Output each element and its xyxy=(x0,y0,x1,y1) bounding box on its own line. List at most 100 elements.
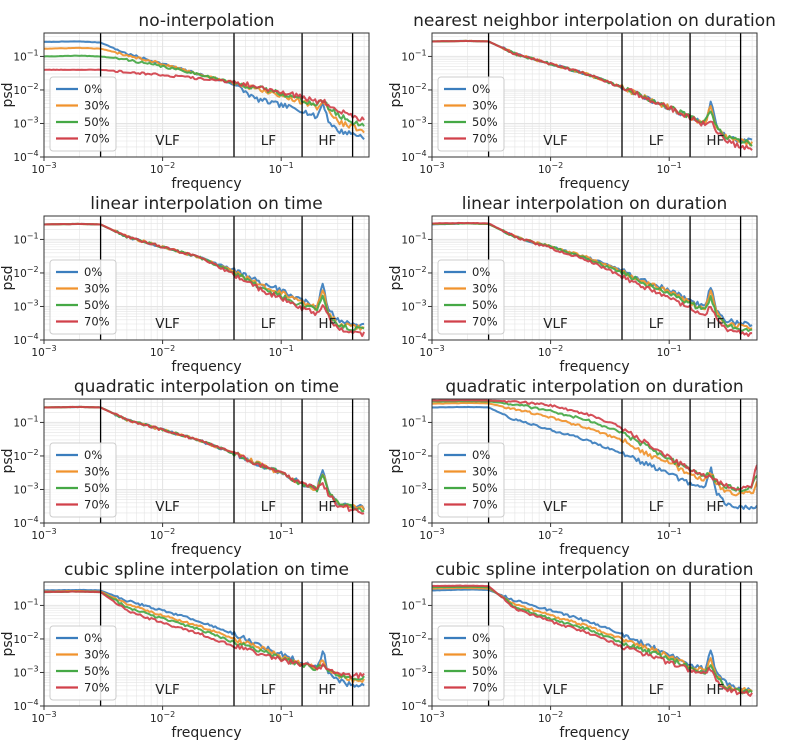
x-axis-label: frequency xyxy=(559,176,629,192)
legend-label-30pct: 30% xyxy=(472,99,498,113)
y-tick-label: 10−2 xyxy=(401,265,426,280)
series-group xyxy=(44,40,365,140)
series-group xyxy=(432,584,753,697)
x-tick-label: 10−3 xyxy=(31,344,56,359)
legend: 0% 30% 50% 70% xyxy=(49,76,117,152)
legend-label-0pct: 0% xyxy=(472,265,490,279)
y-axis-label: psd xyxy=(0,265,16,290)
legend-label-30pct: 30% xyxy=(84,282,110,296)
x-tick-label: 10−2 xyxy=(538,161,563,176)
y-tick-label: 10−1 xyxy=(401,48,426,63)
y-tick-label: 10−2 xyxy=(13,265,38,280)
y-tick-label: 10−2 xyxy=(401,82,426,97)
axes-frame xyxy=(431,581,758,707)
band-label-lf: LF xyxy=(649,133,664,149)
legend-box xyxy=(437,76,505,152)
y-axis-label: psd xyxy=(388,265,404,290)
band-label-lf: LF xyxy=(649,316,664,332)
series-group xyxy=(432,221,753,338)
y-tick-label: 10−2 xyxy=(13,82,38,97)
legend-label-50pct: 50% xyxy=(472,481,498,495)
band-label-hf: HF xyxy=(706,499,724,515)
legend: 0% 30% 50% 70% xyxy=(437,259,505,335)
legend-label-50pct: 50% xyxy=(472,664,498,678)
series-line-30pct xyxy=(432,401,757,497)
x-tick-label: 10−3 xyxy=(419,710,444,725)
legend-label-70pct: 70% xyxy=(84,315,110,329)
y-tick-label: 10−1 xyxy=(401,597,426,612)
band-label-vlf: VLF xyxy=(543,499,568,515)
legend-label-30pct: 30% xyxy=(84,465,110,479)
axes-frame xyxy=(43,32,370,158)
chart-title: quadratic interpolation on time xyxy=(74,377,339,397)
legend: 0% 30% 50% 70% xyxy=(437,625,505,701)
axes-frame xyxy=(43,581,370,707)
y-tick-label: 10−3 xyxy=(401,115,426,130)
y-tick-label: 10−4 xyxy=(13,149,38,164)
legend-label-0pct: 0% xyxy=(84,631,102,645)
y-tick-label: 10−4 xyxy=(13,515,38,530)
x-tick-label: 10−1 xyxy=(657,527,682,542)
x-tick-label: 10−3 xyxy=(419,527,444,542)
y-tick-label: 10−3 xyxy=(13,664,38,679)
series-line-70pct xyxy=(44,405,365,515)
legend: 0% 30% 50% 70% xyxy=(437,76,505,152)
x-tick-label: 10−2 xyxy=(538,527,563,542)
y-axis-label: psd xyxy=(0,631,16,656)
x-tick-label: 10−1 xyxy=(269,710,294,725)
chart-title: linear interpolation on time xyxy=(90,194,322,214)
x-tick-label: 10−2 xyxy=(538,710,563,725)
x-axis-label: frequency xyxy=(171,359,241,375)
y-axis-label: psd xyxy=(0,448,16,473)
axes-frame xyxy=(431,398,758,524)
y-tick-label: 10−4 xyxy=(401,149,426,164)
y-tick-label: 10−1 xyxy=(401,231,426,246)
legend-box xyxy=(437,259,505,335)
y-tick-label: 10−1 xyxy=(13,414,38,429)
x-tick-label: 10−3 xyxy=(31,161,56,176)
axes-frame xyxy=(431,32,758,158)
y-axis-label: psd xyxy=(388,631,404,656)
legend-label-70pct: 70% xyxy=(472,132,498,146)
axes-frame xyxy=(43,215,370,341)
legend: 0% 30% 50% 70% xyxy=(437,442,505,518)
legend-label-70pct: 70% xyxy=(472,498,498,512)
series-group xyxy=(432,39,753,151)
x-axis-label: frequency xyxy=(171,725,241,741)
x-axis-label: frequency xyxy=(171,176,241,192)
y-tick-label: 10−4 xyxy=(401,515,426,530)
legend-box xyxy=(437,625,505,701)
band-label-vlf: VLF xyxy=(155,316,180,332)
legend-label-30pct: 30% xyxy=(472,465,498,479)
series-line-30pct xyxy=(432,586,753,694)
y-tick-label: 10−1 xyxy=(13,231,38,246)
legend-label-0pct: 0% xyxy=(472,448,490,462)
legend-label-0pct: 0% xyxy=(472,82,490,96)
band-label-vlf: VLF xyxy=(543,316,568,332)
y-tick-label: 10−3 xyxy=(401,481,426,496)
y-tick-label: 10−3 xyxy=(13,298,38,313)
band-label-hf: HF xyxy=(706,682,724,698)
chart-title: nearest neighbor interpolation on durati… xyxy=(413,11,776,31)
legend-label-50pct: 50% xyxy=(84,298,110,312)
y-tick-label: 10−2 xyxy=(13,631,38,646)
y-axis-label: psd xyxy=(388,448,404,473)
band-label-hf: HF xyxy=(706,133,724,149)
series-line-70pct xyxy=(432,584,753,697)
y-tick-label: 10−2 xyxy=(401,631,426,646)
x-tick-label: 10−1 xyxy=(657,344,682,359)
y-tick-label: 10−1 xyxy=(13,597,38,612)
y-tick-label: 10−4 xyxy=(13,332,38,347)
series-group xyxy=(44,222,365,338)
band-label-vlf: VLF xyxy=(155,499,180,515)
legend-label-50pct: 50% xyxy=(84,664,110,678)
y-tick-label: 10−4 xyxy=(401,698,426,713)
x-tick-label: 10−1 xyxy=(269,527,294,542)
band-label-vlf: VLF xyxy=(543,682,568,698)
x-tick-label: 10−1 xyxy=(657,710,682,725)
